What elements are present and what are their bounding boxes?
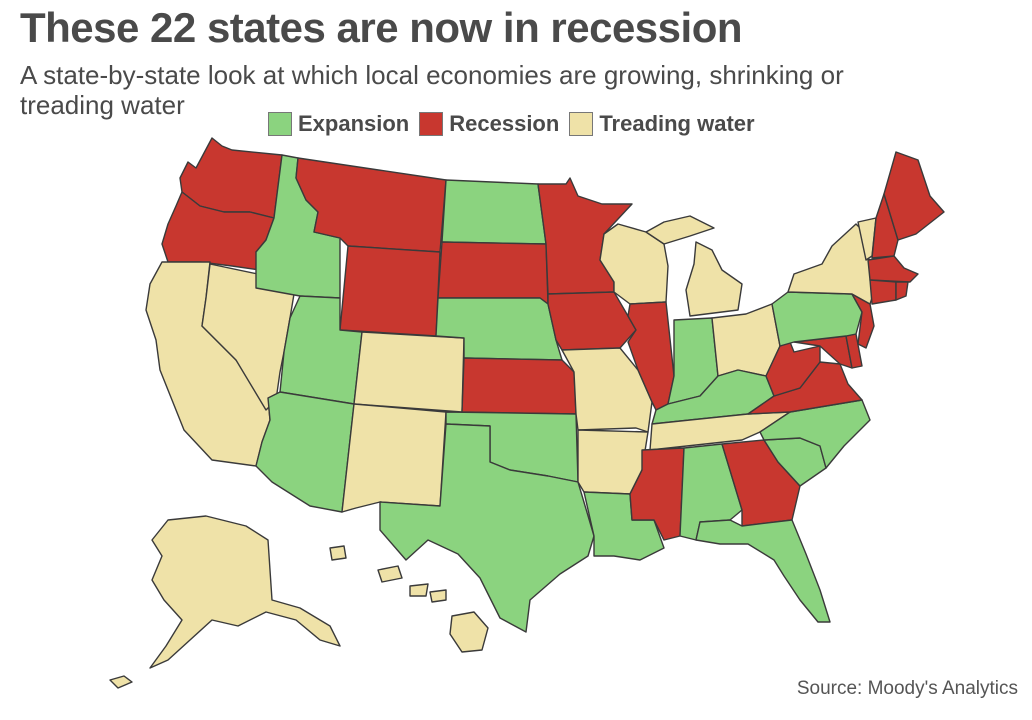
state-ohio[interactable] <box>711 303 781 377</box>
state-north-dakota[interactable] <box>441 179 547 245</box>
state-kansas[interactable] <box>461 357 577 415</box>
state-alaska[interactable] <box>149 515 341 669</box>
state-wyoming[interactable] <box>339 245 441 337</box>
state-florida[interactable] <box>695 519 831 623</box>
legend-swatch-treading <box>569 112 594 136</box>
legend-label-treading: Treading water <box>599 111 755 136</box>
page-subtitle: A state-by-state look at which local eco… <box>20 60 844 120</box>
page-title: These 22 states are now in recession <box>20 4 743 51</box>
map-legend: Expansion Recession Treading water <box>268 111 755 137</box>
state-connecticut[interactable] <box>869 279 897 305</box>
state-texas[interactable] <box>379 423 595 633</box>
state-iowa[interactable] <box>547 291 637 351</box>
source-note: Source: Moody's Analytics <box>796 678 1018 699</box>
state-hawaii[interactable] <box>449 611 489 653</box>
state-michigan-upper[interactable] <box>645 215 715 245</box>
legend-swatch-recession <box>419 112 444 136</box>
state-new-mexico[interactable] <box>341 403 447 513</box>
legend-swatch-expansion <box>268 112 292 136</box>
state-south-dakota[interactable] <box>437 241 549 305</box>
state-michigan[interactable] <box>685 241 743 317</box>
state-hawaii-islands[interactable] <box>329 545 447 603</box>
legend-item-expansion: Expansion <box>268 111 409 137</box>
state-maine[interactable] <box>883 151 945 241</box>
state-massachusetts[interactable] <box>867 255 919 283</box>
state-new-hampshire[interactable] <box>871 193 899 259</box>
state-colorado[interactable] <box>353 331 465 413</box>
state-arizona[interactable] <box>255 391 355 513</box>
legend-item-treading: Treading water <box>569 111 755 137</box>
state-alaska-islands[interactable] <box>109 675 133 689</box>
legend-label-expansion: Expansion <box>298 111 410 136</box>
state-illinois[interactable] <box>627 301 675 411</box>
legend-item-recession: Recession <box>419 111 559 137</box>
legend-label-recession: Recession <box>449 111 560 136</box>
state-rhode-island[interactable] <box>895 281 909 301</box>
state-missouri[interactable] <box>561 347 653 433</box>
